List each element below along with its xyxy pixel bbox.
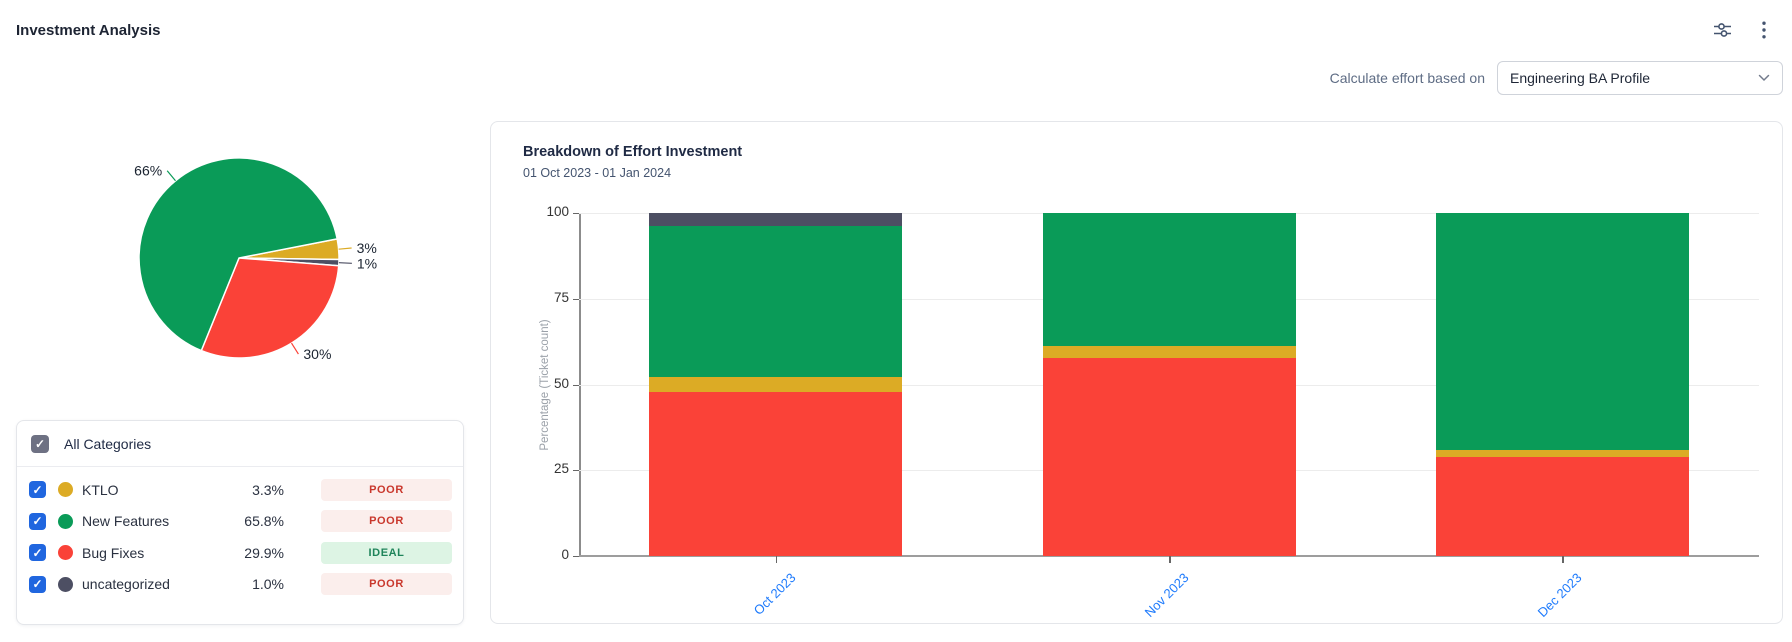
pie-label: 66% xyxy=(134,163,162,179)
bar-segment-new-features[interactable] xyxy=(1435,213,1689,451)
investment-pie-chart: 3%1% 30% 66% xyxy=(134,157,377,362)
category-color-dot xyxy=(58,482,73,498)
all-categories-checkbox[interactable]: ✓ xyxy=(31,434,49,453)
rating-badge: IDEAL xyxy=(321,541,452,564)
rating-badge: POOR xyxy=(321,510,452,533)
bar-segment-new-features[interactable] xyxy=(1042,213,1296,347)
category-color-dot xyxy=(58,513,73,529)
calculate-effort-label: Calculate effort based on xyxy=(1329,70,1485,86)
bar-oct-2023 xyxy=(649,213,903,556)
pie-label: 30% xyxy=(303,346,331,362)
bar-segment-ktlo[interactable] xyxy=(1435,450,1689,457)
page-title: Investment Analysis xyxy=(16,22,161,39)
bar-segment-bug-fixes[interactable] xyxy=(1042,358,1296,556)
y-tick-mark xyxy=(573,213,579,214)
category-row-bug-fixes[interactable]: ✓ Bug Fixes 29.9% IDEAL xyxy=(17,537,463,569)
pie-label-leader xyxy=(166,170,176,182)
category-label: KTLO xyxy=(82,481,119,498)
category-label: New Features xyxy=(82,513,170,530)
all-categories-row[interactable]: ✓ All Categories xyxy=(17,421,463,466)
chart-date-range: 01 Oct 2023 - 01 Jan 2024 xyxy=(523,166,672,180)
profile-select-value: Engineering BA Profile xyxy=(1510,70,1651,86)
x-tick-mark xyxy=(775,556,778,563)
rating-badge: POOR xyxy=(321,573,452,596)
category-label: uncategorized xyxy=(82,576,170,593)
category-checkbox[interactable]: ✓ xyxy=(29,575,46,593)
category-color-dot xyxy=(58,576,73,592)
category-checkbox[interactable]: ✓ xyxy=(29,512,46,530)
y-tick-label: 0 xyxy=(561,547,569,562)
bar-segment-bug-fixes[interactable] xyxy=(1435,456,1689,556)
category-row-ktlo[interactable]: ✓ KTLO 3.3% POOR xyxy=(17,474,463,506)
effort-breakdown-card: Breakdown of Effort Investment 01 Oct 20… xyxy=(490,121,1783,624)
y-tick-label: 50 xyxy=(553,375,569,391)
x-tick-mark xyxy=(1169,556,1171,563)
pie-label-leader xyxy=(290,342,299,355)
toolbar xyxy=(1712,20,1774,40)
all-categories-label: All Categories xyxy=(64,435,152,452)
y-tick-mark xyxy=(573,298,579,300)
chevron-down-icon xyxy=(1758,69,1770,87)
bar-nov-2023 xyxy=(1042,213,1296,556)
bar-segment-ktlo[interactable] xyxy=(649,376,903,393)
category-row-new-features[interactable]: ✓ New Features 65.8% POOR xyxy=(17,506,463,538)
x-tick-label[interactable]: Oct 2023 xyxy=(750,570,799,618)
sliders-filter-icon[interactable] xyxy=(1712,20,1732,40)
pie-label: 3% xyxy=(357,240,377,256)
rating-badge: POOR xyxy=(321,478,452,501)
profile-select[interactable]: Engineering BA Profile xyxy=(1497,61,1783,95)
pie-slice-bug-fixes[interactable] xyxy=(200,257,340,359)
categories-panel: ✓ All Categories ✓ KTLO 3.3% POOR ✓ New Featu… xyxy=(16,420,464,625)
chart-title: Breakdown of Effort Investment xyxy=(523,144,743,160)
kebab-menu-icon[interactable] xyxy=(1754,20,1774,40)
y-tick-mark xyxy=(573,556,579,557)
x-tick-label[interactable]: Nov 2023 xyxy=(1141,570,1192,620)
bar-segment-new-features[interactable] xyxy=(649,226,903,377)
panel-divider xyxy=(17,466,463,467)
category-checkbox[interactable]: ✓ xyxy=(29,481,46,499)
bar-segment-bug-fixes[interactable] xyxy=(649,392,903,556)
category-color-dot xyxy=(58,545,73,561)
category-checkbox[interactable]: ✓ xyxy=(29,544,46,562)
y-tick-label: 25 xyxy=(553,461,569,477)
pie-label-leader xyxy=(338,247,352,250)
category-percent: 3.3% xyxy=(252,481,284,498)
y-tick-label: 100 xyxy=(546,204,569,219)
category-percent: 1.0% xyxy=(252,576,284,593)
y-tick-mark xyxy=(573,470,579,472)
pie-label-leader xyxy=(338,262,352,264)
bar-segment-ktlo[interactable] xyxy=(1042,346,1296,359)
x-tick-mark xyxy=(1562,556,1564,563)
y-tick-label: 75 xyxy=(553,289,569,305)
bar-segment-uncategorized[interactable] xyxy=(649,213,903,227)
category-percent: 65.8% xyxy=(244,513,284,530)
category-label: Bug Fixes xyxy=(82,544,145,561)
bar-dec-2023 xyxy=(1435,213,1689,556)
category-percent: 29.9% xyxy=(244,544,284,561)
stacked-bar-plot: Percentage (Ticket count) 0 25 50 75 100 Oct … xyxy=(539,204,1759,620)
pie-label: 1% xyxy=(357,255,377,271)
y-tick-mark xyxy=(573,384,579,386)
x-tick-label[interactable]: Dec 2023 xyxy=(1534,570,1585,620)
category-row-uncategorized[interactable]: ✓ uncategorized 1.0% POOR xyxy=(17,569,463,601)
category-rows: ✓ KTLO 3.3% POOR ✓ New Features 65.8% POOR ✓ Bug … xyxy=(17,467,463,600)
